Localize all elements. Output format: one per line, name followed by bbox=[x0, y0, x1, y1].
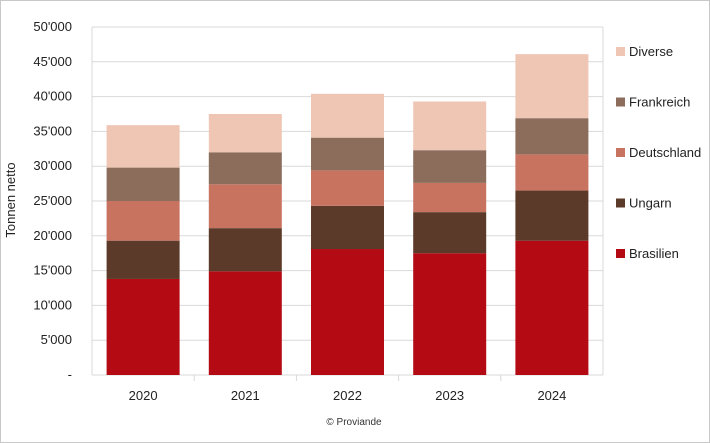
bar-diverse-2020 bbox=[106, 125, 180, 168]
y-axis-ticks: - 5'000 10'000 15'000 20'000 25'000 30'000 35'0… bbox=[33, 19, 72, 382]
legend-label-ungarn: Ungarn bbox=[629, 196, 672, 211]
legend-swatch-deutschland bbox=[616, 148, 625, 157]
bar-frankreich-2021 bbox=[208, 152, 282, 185]
bar-deutschland-2023 bbox=[413, 182, 487, 213]
y-tick-label: 35'000 bbox=[33, 123, 72, 138]
bar-frankreich-2023 bbox=[413, 150, 487, 183]
x-tick-label: 2023 bbox=[435, 388, 464, 403]
legend-swatch-diverse bbox=[616, 47, 625, 56]
bar-ungarn-2023 bbox=[413, 212, 487, 254]
legend-label-frankreich: Frankreich bbox=[629, 95, 690, 110]
bar-brasilien-2021 bbox=[208, 271, 282, 375]
bar-frankreich-2022 bbox=[311, 137, 384, 171]
bar-diverse-2021 bbox=[208, 114, 282, 153]
legend-swatch-ungarn bbox=[616, 198, 625, 208]
x-tick-label: 2022 bbox=[333, 388, 362, 403]
y-tick-label: - bbox=[68, 367, 72, 382]
y-tick-label: 45'000 bbox=[33, 54, 72, 69]
legend-label-brasilien: Brasilien bbox=[629, 246, 679, 261]
bar-deutschland-2024 bbox=[515, 154, 589, 191]
legend: Diverse Frankreich Deutschland Ungarn Brasil… bbox=[616, 44, 701, 261]
x-tick-label: 2024 bbox=[537, 388, 566, 403]
credit-text: © Proviande bbox=[326, 417, 382, 428]
bar-deutschland-2021 bbox=[208, 184, 282, 229]
bar-deutschland-2022 bbox=[311, 170, 384, 206]
legend-swatch-brasilien bbox=[616, 249, 625, 258]
legend-label-diverse: Diverse bbox=[629, 44, 673, 59]
y-axis-title: Tonnen netto bbox=[3, 162, 18, 237]
legend-swatch-frankreich bbox=[616, 97, 625, 107]
x-tick-label: 2021 bbox=[231, 388, 260, 403]
y-tick-label: 50'000 bbox=[33, 19, 72, 34]
y-tick-label: 5'000 bbox=[41, 332, 72, 347]
bar-brasilien-2022 bbox=[311, 249, 384, 375]
x-tick-label: 2020 bbox=[129, 388, 158, 403]
y-tick-label: 20'000 bbox=[33, 228, 72, 243]
bar-diverse-2022 bbox=[311, 93, 384, 138]
bar-ungarn-2021 bbox=[208, 228, 282, 272]
x-axis-ticks: 2020 2021 2022 2023 2024 bbox=[129, 375, 566, 403]
y-tick-label: 30'000 bbox=[33, 158, 72, 173]
bar-frankreich-2020 bbox=[106, 167, 180, 201]
bar-ungarn-2024 bbox=[515, 190, 589, 241]
bar-diverse-2023 bbox=[413, 101, 487, 151]
y-tick-label: 15'000 bbox=[33, 263, 72, 278]
bar-brasilien-2023 bbox=[413, 253, 487, 375]
legend-label-deutschland: Deutschland bbox=[629, 145, 701, 160]
bar-frankreich-2024 bbox=[515, 118, 589, 155]
y-tick-label: 10'000 bbox=[33, 297, 72, 312]
bar-ungarn-2020 bbox=[106, 240, 180, 279]
bar-ungarn-2022 bbox=[311, 205, 384, 250]
bar-brasilien-2024 bbox=[515, 240, 589, 375]
bars bbox=[106, 54, 589, 375]
bar-deutschland-2020 bbox=[106, 201, 180, 241]
bar-diverse-2024 bbox=[515, 54, 589, 119]
bar-brasilien-2020 bbox=[106, 278, 180, 375]
y-tick-label: 40'000 bbox=[33, 89, 72, 104]
y-tick-label: 25'000 bbox=[33, 193, 72, 208]
